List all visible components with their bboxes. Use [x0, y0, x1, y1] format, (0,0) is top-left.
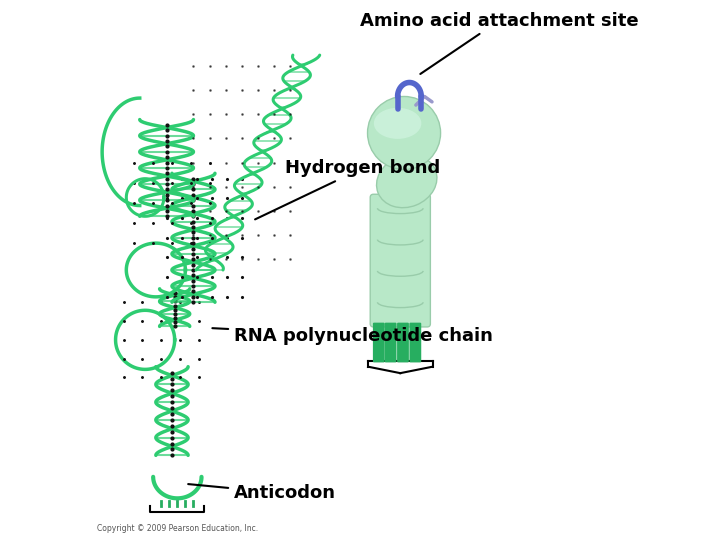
- Text: Amino acid attachment site: Amino acid attachment site: [360, 11, 639, 74]
- FancyBboxPatch shape: [384, 322, 397, 362]
- Text: RNA polynucleotide chain: RNA polynucleotide chain: [212, 327, 492, 345]
- Text: Copyright © 2009 Pearson Education, Inc.: Copyright © 2009 Pearson Education, Inc.: [96, 524, 258, 533]
- Text: Hydrogen bond: Hydrogen bond: [255, 159, 440, 219]
- Ellipse shape: [367, 97, 441, 170]
- FancyBboxPatch shape: [410, 322, 421, 362]
- Ellipse shape: [377, 155, 437, 208]
- Ellipse shape: [374, 108, 421, 139]
- Text: Anticodon: Anticodon: [188, 484, 336, 502]
- FancyBboxPatch shape: [397, 322, 409, 362]
- FancyBboxPatch shape: [370, 194, 431, 327]
- FancyBboxPatch shape: [373, 322, 384, 362]
